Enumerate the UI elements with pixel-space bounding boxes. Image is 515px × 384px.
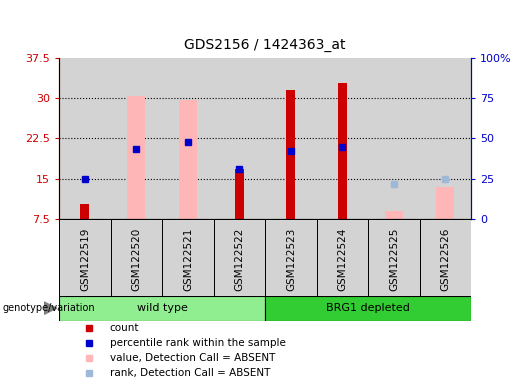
Bar	[385, 211, 403, 219]
Text: rank, Detection Call = ABSENT: rank, Detection Call = ABSENT	[110, 368, 270, 378]
Bar	[286, 90, 296, 219]
Bar	[162, 58, 214, 219]
Bar	[265, 58, 317, 219]
Bar	[368, 58, 420, 219]
Bar	[214, 58, 265, 219]
Text: genotype/variation: genotype/variation	[3, 303, 95, 313]
Bar	[420, 58, 471, 219]
Bar	[162, 219, 214, 296]
Text: percentile rank within the sample: percentile rank within the sample	[110, 338, 286, 348]
Text: GSM122520: GSM122520	[131, 228, 142, 291]
Bar	[420, 219, 471, 296]
Bar	[368, 219, 420, 296]
Title: GDS2156 / 1424363_at: GDS2156 / 1424363_at	[184, 38, 346, 52]
Text: wild type: wild type	[137, 303, 187, 313]
Bar	[179, 100, 197, 219]
Text: GSM122519: GSM122519	[80, 228, 90, 291]
Bar	[317, 219, 368, 296]
Text: GSM122524: GSM122524	[337, 228, 348, 291]
Text: count: count	[110, 323, 139, 333]
Text: GSM122526: GSM122526	[440, 228, 451, 291]
Bar	[235, 169, 244, 219]
Text: BRG1 depleted: BRG1 depleted	[327, 303, 410, 313]
Bar	[80, 204, 90, 219]
Text: GSM122523: GSM122523	[286, 228, 296, 291]
Bar	[59, 296, 265, 321]
Bar	[111, 58, 162, 219]
Text: GSM122522: GSM122522	[234, 228, 245, 291]
Bar	[59, 219, 111, 296]
Bar	[338, 83, 347, 219]
Bar	[127, 96, 146, 219]
Text: value, Detection Call = ABSENT: value, Detection Call = ABSENT	[110, 353, 275, 363]
Bar	[265, 296, 471, 321]
Text: GSM122521: GSM122521	[183, 228, 193, 291]
Bar	[59, 58, 111, 219]
Bar	[265, 219, 317, 296]
Bar	[214, 219, 265, 296]
Bar	[317, 58, 368, 219]
Text: GSM122525: GSM122525	[389, 228, 399, 291]
Bar	[111, 219, 162, 296]
Bar	[436, 187, 454, 219]
Polygon shape	[44, 302, 57, 314]
